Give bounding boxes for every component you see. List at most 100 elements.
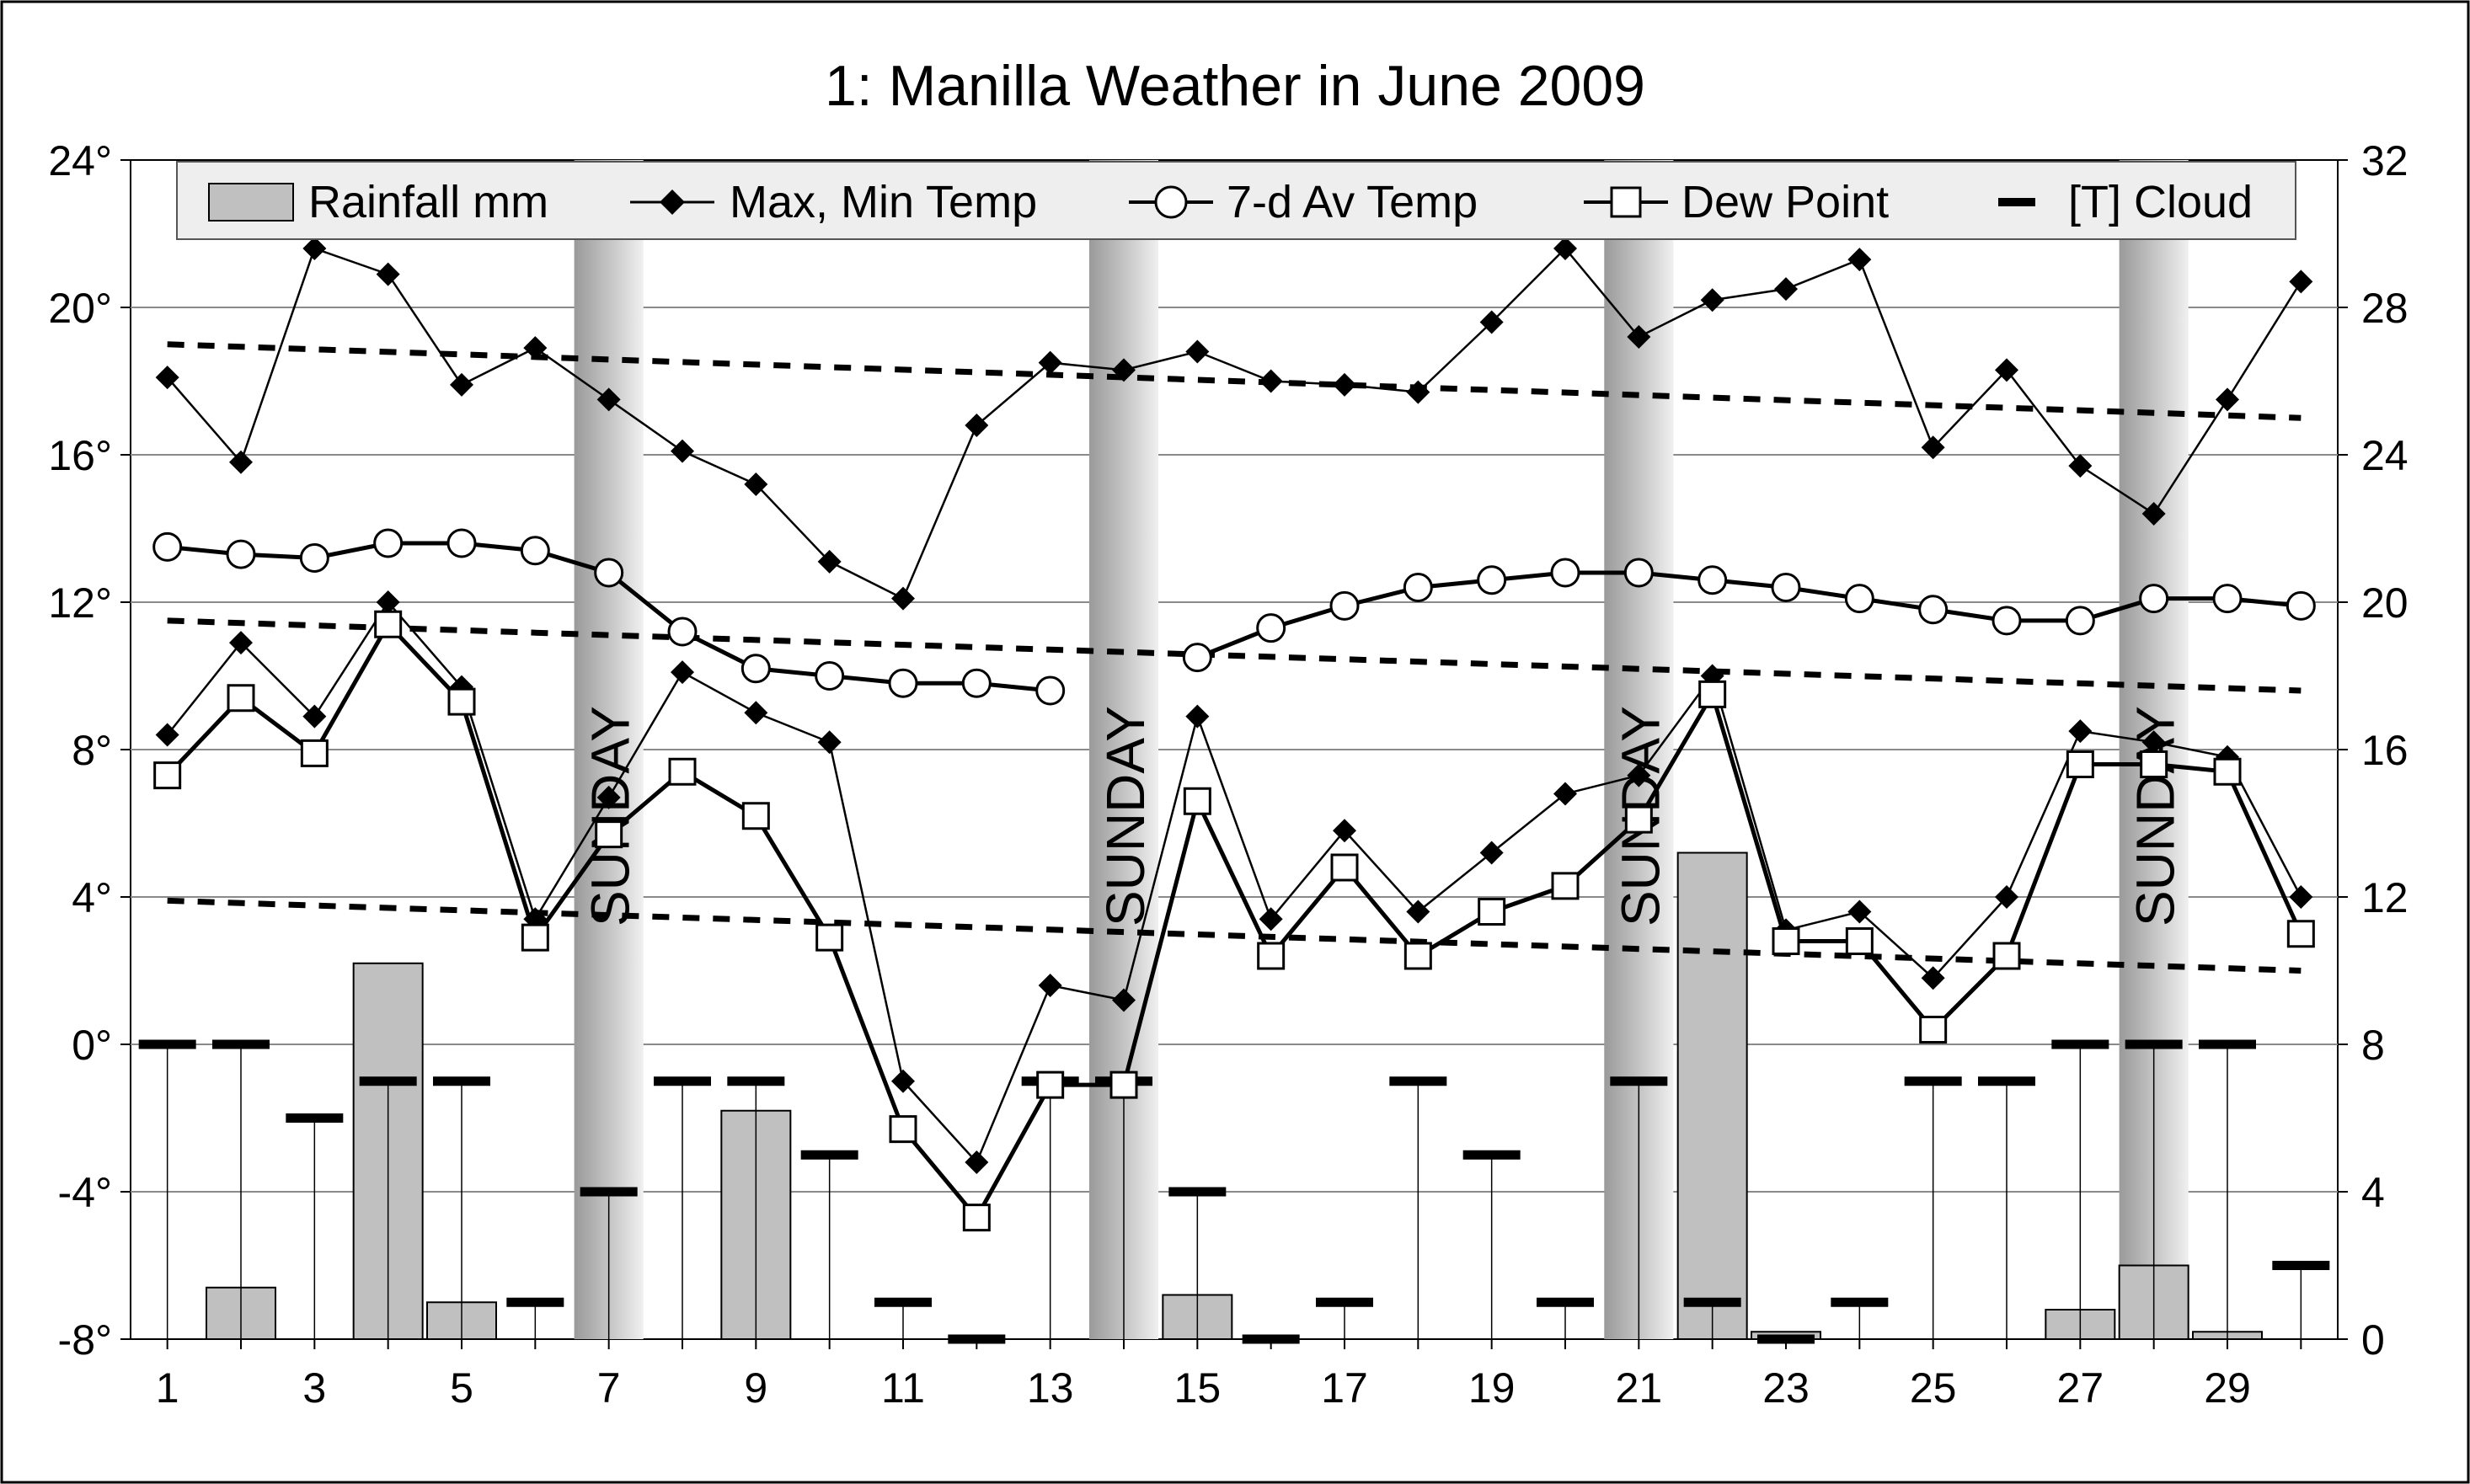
legend-maxmin-label: Max, Min Temp <box>730 177 1037 227</box>
cloud-marks <box>138 1039 2330 1344</box>
dew-point-point <box>1698 680 1727 708</box>
max-temp-point <box>965 414 989 437</box>
max-temp-point <box>1259 369 1283 393</box>
avg-temp-point <box>1992 606 2022 636</box>
avg-temp-point <box>446 528 477 558</box>
max-temp-point <box>1700 288 1724 312</box>
x-tick-label: 7 <box>597 1364 621 1412</box>
dew-point-point <box>2140 750 2168 778</box>
y-left-tick-label: -8° <box>58 1316 112 1364</box>
dew-point-point <box>1330 853 1359 882</box>
min-temp-point <box>1479 841 1504 865</box>
avg-temp-point <box>667 617 698 647</box>
avg-temp-point <box>1623 558 1654 588</box>
x-tick-label: 13 <box>1027 1364 1074 1412</box>
dew-point-point <box>1109 1070 1138 1099</box>
trend-line <box>167 341 2302 421</box>
dew-point-point <box>1992 942 2021 970</box>
dew-point-point <box>2066 750 2094 778</box>
x-tick-label: 29 <box>2204 1364 2251 1412</box>
min-temp-point <box>155 723 179 747</box>
x-tick-label: 5 <box>450 1364 473 1412</box>
dew-point-point <box>1624 805 1653 834</box>
max-temp-point <box>596 387 621 412</box>
y-right-tick-label: 4 <box>2361 1169 2385 1216</box>
avg-temp-point <box>2065 606 2095 636</box>
sunday-bands: SUNDAYSUNDAYSUNDAYSUNDAY <box>574 160 2189 1339</box>
min-temp-point <box>302 704 327 729</box>
avg-temp-point <box>1771 573 1801 602</box>
min-temp-point <box>891 1069 915 1093</box>
dew-point-point <box>815 923 844 952</box>
max-temp-point <box>1995 358 2018 382</box>
trend-line <box>167 617 2302 694</box>
max-temp-point <box>1627 325 1651 349</box>
max-temp-point <box>1553 237 1577 260</box>
y-left-tick-label: 0° <box>72 1022 112 1069</box>
min-temp-point <box>744 701 768 725</box>
min-temp-point <box>671 660 694 685</box>
max-temp-point <box>229 450 253 474</box>
min-temp-point <box>376 590 400 614</box>
rainfall-bar <box>1676 851 1748 1340</box>
min-temp-point <box>596 785 621 809</box>
avg-temp-line <box>1196 570 2302 659</box>
max-temp-point <box>1185 339 1210 364</box>
min-temp-point <box>1995 885 2018 909</box>
x-tick-label: 25 <box>1910 1364 1957 1412</box>
max-temp-point <box>155 366 179 390</box>
dew-point-point <box>1919 1016 1948 1044</box>
legend-dew-marker <box>1610 186 1642 218</box>
dew-point-point <box>227 684 255 713</box>
dew-point-point <box>962 1204 991 1232</box>
avg-temp-point <box>1329 590 1360 621</box>
y-right-tick-label: 16 <box>2361 727 2409 774</box>
dew-point-point <box>1403 942 1432 970</box>
avg-temp-point <box>1035 675 1066 706</box>
max-temp-point <box>671 439 694 463</box>
x-tick-label: 27 <box>2057 1364 2104 1412</box>
avg-temp-point <box>1477 565 1507 595</box>
max-temp-point <box>2216 387 2239 412</box>
avg-temp-point <box>888 668 918 698</box>
dew-point-point <box>1257 942 1286 970</box>
gridlines <box>131 307 2338 1193</box>
legend-rainfall-swatch <box>208 183 294 222</box>
sunday-band <box>574 160 644 1339</box>
trend-lines <box>167 341 2302 974</box>
y-left-tick-label: -4° <box>58 1169 112 1216</box>
min-temp-point <box>1038 974 1062 997</box>
y-left-tick-label: 16° <box>48 432 112 479</box>
min-temp-point <box>817 730 842 755</box>
min-temp-point <box>1921 966 1945 990</box>
max-temp-point <box>1847 248 1872 272</box>
avg-temp-point <box>1256 613 1286 643</box>
dew-point-point <box>1183 787 1211 815</box>
max-temp-point <box>1921 435 1945 460</box>
max-temp-point <box>1112 358 1136 382</box>
dew-point-point <box>374 610 403 638</box>
max-temp-point <box>376 262 400 286</box>
max-temp-point <box>744 472 768 496</box>
min-temp-point <box>2068 719 2093 744</box>
max-temp-point <box>1333 372 1356 397</box>
min-temp-point <box>1627 763 1651 787</box>
avg-temp-point <box>520 536 550 566</box>
legend-box <box>176 161 2296 240</box>
min-temp-point <box>965 1150 989 1174</box>
avg-temp-point <box>1550 558 1580 588</box>
y-right-tick-label: 20 <box>2361 579 2409 627</box>
y-right-tick-label: 24 <box>2361 432 2409 479</box>
y-left-tick-label: 4° <box>72 874 112 921</box>
avg-temp-point <box>226 539 256 569</box>
legend-avg-marker <box>1154 185 1188 219</box>
min-temp-line <box>166 600 2302 1165</box>
chart-title: 1: Manilla Weather in June 2009 <box>825 54 1645 118</box>
dew-point-point <box>447 687 476 716</box>
min-temp-point <box>2289 885 2313 909</box>
max-temp-point <box>1479 310 1504 334</box>
legend-cloud-label: [T] Cloud <box>2068 177 2253 227</box>
y-right-tick-label: 0 <box>2361 1316 2385 1364</box>
dew-point-point <box>153 761 182 790</box>
